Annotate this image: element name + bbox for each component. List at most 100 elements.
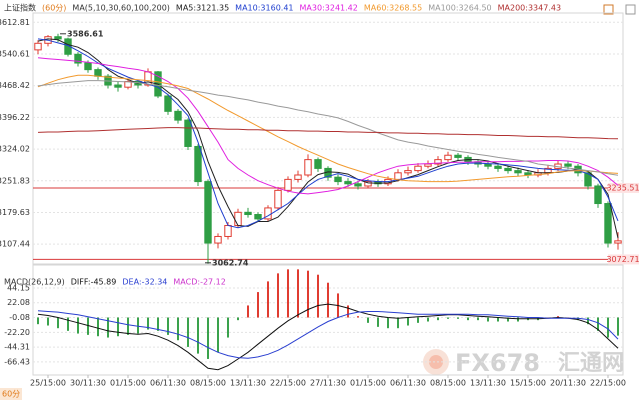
y-tick-label: -22.20 xyxy=(4,328,30,337)
ma-line xyxy=(37,74,619,183)
y-tick-label: 3107.44 xyxy=(0,240,30,249)
macd-bar xyxy=(617,317,619,336)
macd-bar xyxy=(297,269,299,318)
candle-body xyxy=(514,170,522,174)
macd-bar xyxy=(177,317,179,341)
candle-body xyxy=(204,181,212,244)
settings-icon[interactable] xyxy=(603,4,614,15)
legend-entry: MACD:-27.12 xyxy=(173,278,225,287)
candle-body xyxy=(214,235,222,244)
y-tick-label: 44.15 xyxy=(7,283,30,292)
y-tick-label: 22.08 xyxy=(7,298,30,307)
candle-body xyxy=(54,36,62,40)
candle-body xyxy=(524,172,532,176)
layout-icon[interactable] xyxy=(625,4,636,15)
macd-bar xyxy=(367,317,369,323)
candle-body xyxy=(404,170,412,174)
y-tick-label: 3468.42 xyxy=(0,81,30,90)
indicator-line xyxy=(37,310,619,359)
candle-body xyxy=(334,176,342,183)
chart-period: (60分) xyxy=(42,4,66,13)
indicator-label: MACD(26,12,9) xyxy=(4,278,65,287)
macd-bar xyxy=(157,317,159,331)
y-tick-label: -66.43 xyxy=(4,357,30,366)
candle-body xyxy=(504,167,512,172)
macd-bar xyxy=(607,317,609,338)
candle-body xyxy=(114,84,122,88)
reference-label: 3235.51 xyxy=(606,183,639,192)
macd-bar xyxy=(87,317,89,335)
x-tick-label: 06/11:30 xyxy=(390,379,426,388)
macd-bar xyxy=(187,317,189,347)
macd-bar xyxy=(317,274,319,318)
ma-line xyxy=(37,80,619,176)
y-tick-label: 3324.02 xyxy=(0,145,30,154)
macd-bar xyxy=(77,317,79,334)
macd-bar xyxy=(227,317,229,338)
macd-bar xyxy=(437,317,439,321)
period-tab-label[interactable]: 60分 xyxy=(2,390,20,399)
candle-body xyxy=(64,38,72,55)
period-tab[interactable] xyxy=(0,388,22,400)
candle-body xyxy=(224,224,232,237)
macd-bar xyxy=(407,317,409,326)
y-tick-label: 3251.83 xyxy=(0,176,30,185)
macd-bar xyxy=(507,317,509,322)
macd-bar xyxy=(97,317,99,337)
candle-body xyxy=(354,183,362,187)
macd-bar xyxy=(117,317,119,337)
macd-bar xyxy=(517,317,519,322)
x-tick-label: 01/15:00 xyxy=(110,379,146,388)
candle-body xyxy=(194,145,202,183)
y-tick-label: -0.08 xyxy=(9,313,30,322)
candle-body xyxy=(604,203,612,244)
x-tick-label: 13/11:30 xyxy=(230,379,266,388)
macd-bar xyxy=(147,317,149,330)
macd-bar xyxy=(397,317,399,329)
macd-bar xyxy=(487,317,489,322)
macd-bar xyxy=(197,317,199,354)
watermark-logo xyxy=(423,349,449,375)
logo-core xyxy=(429,355,443,369)
candle-body xyxy=(594,185,602,205)
reference-label-box xyxy=(608,182,639,193)
macd-bar xyxy=(57,317,59,329)
indicator-line xyxy=(37,303,619,371)
candle-body xyxy=(394,172,402,180)
candle-body xyxy=(74,53,82,64)
x-tick-label: 22/15:00 xyxy=(590,379,626,388)
macd-bar xyxy=(217,317,219,353)
macd-bar xyxy=(307,270,309,318)
y-tick-label: 3612.81 xyxy=(0,18,30,27)
macd-bar xyxy=(557,316,559,318)
candle-body xyxy=(454,154,462,158)
macd-bar xyxy=(167,317,169,335)
legend-entry: DIFF:-45.89 xyxy=(71,278,117,287)
x-tick-label: 13/11:30 xyxy=(470,379,506,388)
candle-body xyxy=(34,42,42,51)
candle-body xyxy=(304,159,312,176)
watermark-name: 汇通网 xyxy=(558,351,624,376)
candle-body xyxy=(484,163,492,167)
macd-bar xyxy=(47,317,49,326)
macd-bar xyxy=(347,305,349,318)
macd-bar xyxy=(477,317,479,321)
macd-bar xyxy=(67,317,69,331)
candle-body xyxy=(234,211,242,226)
macd-bar xyxy=(497,317,499,322)
candle-body xyxy=(314,159,322,169)
candle-body xyxy=(254,214,262,220)
macd-bar xyxy=(427,317,429,322)
x-tick-label: 06/11:30 xyxy=(150,379,186,388)
macd-bar xyxy=(127,317,129,335)
macd-bar xyxy=(447,317,449,319)
min-annotation: 3062.74 xyxy=(212,258,249,267)
y-tick-label: 3396.22 xyxy=(0,113,30,122)
ma-line xyxy=(37,57,619,195)
macd-bar xyxy=(257,292,259,318)
candle-body xyxy=(184,119,192,147)
chart-title: 上证指数 xyxy=(4,3,36,13)
candle-body xyxy=(244,211,252,216)
